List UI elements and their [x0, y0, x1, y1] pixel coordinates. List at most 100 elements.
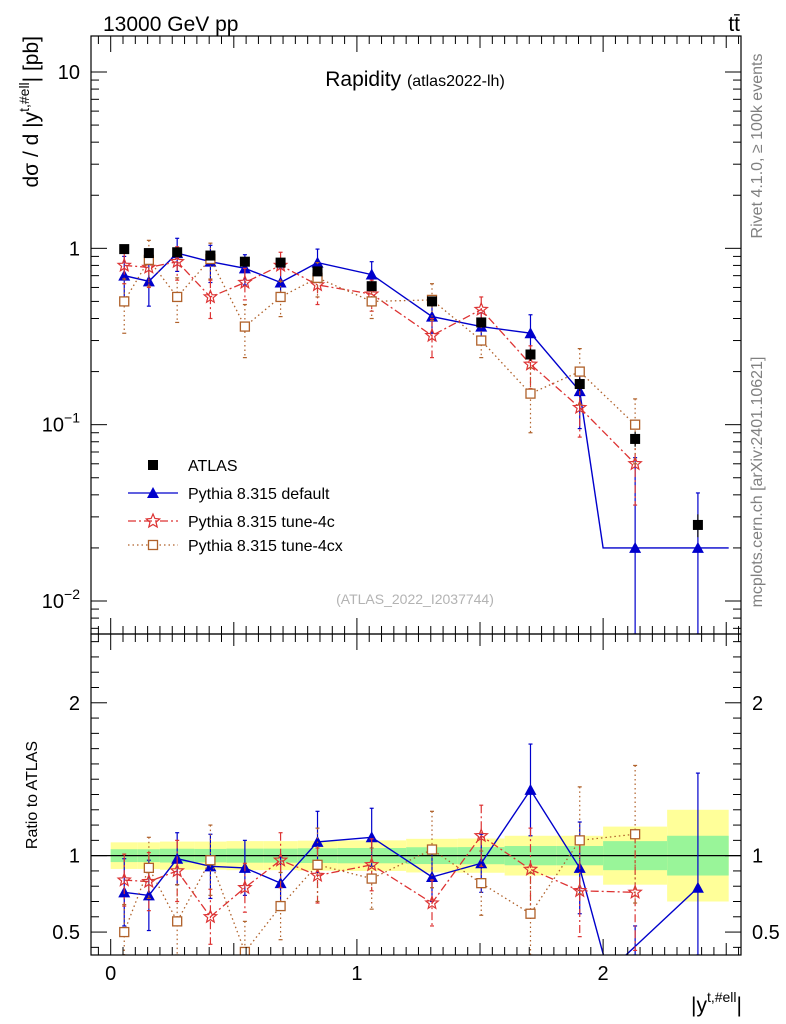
ratio-frame — [90, 633, 742, 956]
legend-tune4cx-label: Pythia 8.315 tune-4cx — [188, 538, 343, 555]
ratio-point-tune4cx — [143, 862, 155, 874]
ratio-point-default — [142, 889, 155, 901]
ratio-point-default — [311, 835, 324, 847]
ratio-point-tune4cx — [239, 946, 251, 955]
main-point-atlas — [119, 244, 130, 255]
main-point-atlas — [239, 256, 250, 267]
main-point-default — [142, 275, 155, 287]
main-point-atlas — [312, 266, 323, 277]
legend-default-marker — [147, 487, 159, 498]
ratio-point-tune4c — [169, 862, 186, 878]
ratio-point-default — [365, 831, 378, 843]
xlabel: |yt,#ell| — [691, 989, 742, 1017]
main-point-tune4c — [202, 288, 219, 304]
ratio-ytick-label-right: 2 — [752, 693, 763, 715]
main-point-default — [629, 541, 642, 553]
legend-tune4cx-marker — [147, 539, 159, 551]
main-point-tune4cx — [275, 291, 286, 303]
main-point-tune4c — [522, 356, 539, 371]
main-point-atlas — [366, 281, 377, 292]
ratio-point-default — [524, 783, 537, 795]
legend-default-label: Pythia 8.315 default — [188, 486, 330, 503]
ratio-series-tune4c — [116, 804, 643, 952]
main-ytick-label-base: 10 — [58, 62, 80, 84]
xtick-label: 1 — [351, 963, 362, 985]
ratio-point-tune4cx — [574, 835, 585, 846]
ratio-line-default — [124, 788, 699, 955]
main-ylabel: dσ / d |yt,#ell| [pb] — [16, 36, 43, 188]
main-plot-layer — [116, 237, 729, 634]
legend-tune4c-label: Pythia 8.315 tune-4c — [188, 514, 335, 531]
main-series-tune4cx — [119, 239, 641, 465]
main-point-atlas — [427, 296, 438, 307]
header-energy-label: 13000 GeV pp — [103, 13, 238, 36]
main-point-tune4c — [627, 455, 643, 471]
ratio-plot-area — [91, 743, 741, 955]
main-point-atlas — [525, 349, 536, 360]
xtick-label: 0 — [105, 963, 116, 985]
ratio-ytick-label-right: 0.5 — [752, 922, 780, 944]
ratio-point-default — [475, 857, 488, 869]
main-ytick-label-base: 10 — [42, 415, 64, 437]
ratio-point-tune4cx — [366, 873, 377, 884]
main-ytick-label-base: 10 — [42, 591, 64, 613]
legend-atlas-label: ATLAS — [188, 458, 238, 475]
ratio-series-tune4cx — [119, 764, 641, 955]
ratio-point-tune4cx — [172, 916, 183, 927]
main-point-atlas — [172, 247, 183, 258]
ratio-point-tune4cx — [476, 878, 487, 889]
main-point-tune4c — [571, 399, 588, 415]
main-point-default — [691, 541, 704, 553]
main-point-tune4c — [424, 327, 440, 343]
xtick-label: 2 — [598, 963, 609, 985]
main-point-tune4c — [473, 301, 489, 317]
main-ytick-label-exp: −1 — [64, 410, 80, 426]
main-title: Rapidity (atlas2022-lh) — [325, 68, 505, 91]
legend-tune4c-marker — [144, 512, 162, 529]
main-point-default — [118, 269, 131, 281]
main-point-atlas — [275, 257, 286, 268]
main-point-atlas — [205, 250, 216, 261]
main-point-atlas — [574, 379, 585, 390]
ratio-point-tune4c — [272, 852, 289, 867]
main-ytick-label-exp: −2 — [64, 586, 80, 602]
main-line-default — [124, 252, 729, 549]
ratio-point-tune4cx — [119, 926, 130, 938]
main-point-tune4cx — [172, 291, 183, 303]
main-line-tune4c — [124, 260, 636, 465]
ratio-point-tune4c — [141, 873, 157, 889]
ratio-point-tune4c — [424, 894, 440, 910]
mcplots-credit-label: mcplots.cern.ch [arXiv:2401.10621] — [749, 357, 766, 608]
ratio-point-tune4cx — [629, 829, 641, 840]
ratio-point-tune4c — [116, 871, 132, 887]
main-point-tune4cx — [119, 296, 130, 307]
main-point-tune4cx — [525, 388, 536, 399]
main-point-tune4c — [169, 253, 185, 269]
main-point-atlas — [476, 317, 487, 328]
main-point-tune4cx — [574, 366, 585, 377]
ratio-point-tune4cx — [205, 855, 216, 866]
main-point-tune4cx — [629, 419, 641, 430]
main-point-tune4cx — [366, 296, 377, 307]
ratio-ytick-label-left: 0.5 — [52, 922, 80, 944]
main-point-atlas — [692, 519, 703, 530]
analysis-watermark: (ATLAS_2022_I2037744) — [336, 591, 494, 607]
ratio-point-tune4cx — [312, 859, 323, 870]
ratio-ytick-label-right: 1 — [752, 846, 763, 868]
main-point-tune4c — [116, 257, 132, 273]
main-point-tune4cx — [476, 335, 487, 346]
ratio-point-tune4c — [473, 827, 489, 843]
main-point-tune4cx — [239, 321, 251, 332]
main-ytick-label: 10 — [58, 62, 80, 84]
main-ytick-label: 10−1 — [42, 410, 80, 437]
ratio-ylabel: Ratio to ATLAS — [24, 741, 41, 849]
ratio-ytick-label-left: 2 — [69, 693, 80, 715]
legend-atlas-marker — [148, 460, 158, 470]
main-series-atlas — [119, 244, 703, 538]
main-line-tune4cx — [123, 257, 636, 426]
ratio-point-tune4cx — [426, 844, 438, 855]
ratio-point-tune4c — [237, 879, 253, 895]
ratio-ytick-label-left: 1 — [69, 846, 80, 868]
